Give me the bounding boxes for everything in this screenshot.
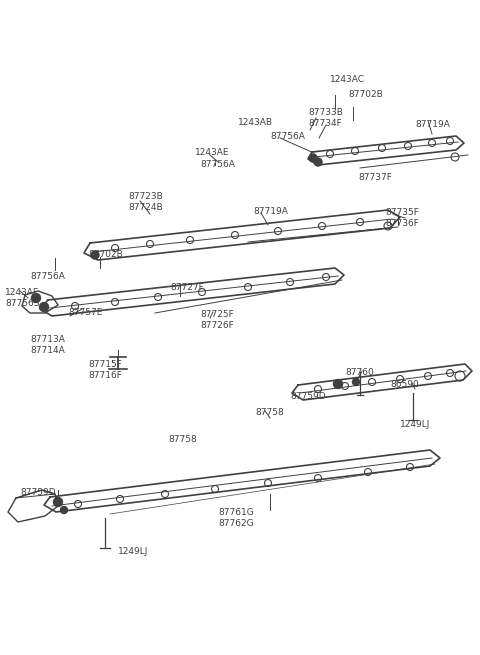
Text: 87760: 87760 — [345, 368, 374, 377]
Text: 87715F: 87715F — [88, 360, 122, 369]
Circle shape — [309, 154, 317, 162]
Text: 87725F: 87725F — [200, 310, 234, 319]
Text: 87713A: 87713A — [30, 335, 65, 344]
Text: 87733B: 87733B — [308, 108, 343, 117]
Text: 87719A: 87719A — [253, 207, 288, 216]
Circle shape — [60, 506, 68, 514]
Circle shape — [314, 158, 322, 166]
Text: 1243AB: 1243AB — [238, 118, 273, 127]
Text: 87756A: 87756A — [270, 132, 305, 141]
Text: 87761G: 87761G — [218, 508, 254, 517]
Text: 87757E: 87757E — [68, 308, 102, 317]
Text: 87756A: 87756A — [30, 272, 65, 281]
Text: 87762G: 87762G — [218, 519, 253, 528]
Text: 87756S: 87756S — [5, 299, 39, 308]
Text: 87734F: 87734F — [308, 119, 342, 128]
Text: 87702B: 87702B — [348, 90, 383, 99]
Text: 1249LJ: 1249LJ — [400, 420, 431, 429]
Text: 87759D: 87759D — [20, 488, 56, 497]
Text: 87726F: 87726F — [200, 321, 234, 330]
Text: 1243AE: 1243AE — [5, 288, 39, 297]
Circle shape — [39, 303, 48, 312]
Text: 87756A: 87756A — [200, 160, 235, 169]
Text: 87727F: 87727F — [170, 283, 204, 292]
Text: 87719A: 87719A — [415, 120, 450, 129]
Text: 87716F: 87716F — [88, 371, 122, 380]
Text: 87735F: 87735F — [385, 208, 419, 217]
Text: 87714A: 87714A — [30, 346, 65, 355]
Text: 87758: 87758 — [255, 408, 284, 417]
Text: 87737F: 87737F — [358, 173, 392, 182]
Circle shape — [32, 293, 40, 303]
Text: 87702B: 87702B — [88, 250, 123, 259]
Circle shape — [334, 379, 343, 388]
Text: 87724B: 87724B — [128, 203, 163, 212]
Circle shape — [91, 251, 99, 259]
Text: 87759D: 87759D — [290, 392, 325, 401]
Circle shape — [53, 498, 62, 506]
Circle shape — [352, 379, 360, 386]
Text: 86590: 86590 — [390, 380, 419, 389]
Text: 87723B: 87723B — [128, 192, 163, 201]
Text: 87736F: 87736F — [385, 219, 419, 228]
Text: 87758: 87758 — [168, 435, 197, 444]
Text: 1243AC: 1243AC — [330, 75, 365, 84]
Text: 1249LJ: 1249LJ — [118, 547, 148, 556]
Text: 1243AE: 1243AE — [195, 148, 229, 157]
